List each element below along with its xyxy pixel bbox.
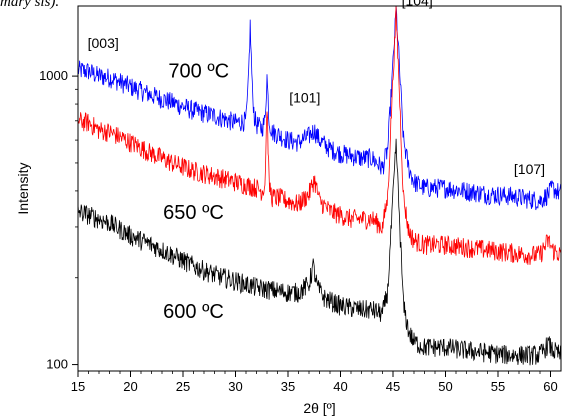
x-tick-label: 20 — [123, 379, 137, 394]
peak-annotation: [003] — [88, 35, 119, 51]
x-axis-label: 2θ [º] — [303, 400, 335, 416]
y-tick-label: 1000 — [39, 68, 68, 83]
x-tick-label: 15 — [71, 379, 85, 394]
series-label: 650 ºC — [163, 202, 224, 224]
y-axis-label: Intensity — [15, 162, 31, 214]
x-axis: 15 20 25 30 35 40 45 50 55 60 — [71, 371, 558, 394]
y-axis: 100 1000 — [39, 68, 78, 372]
annotation-layer: [003] [101] [104] [107] 700 ºC 650 ºC 600 ºC — [88, 0, 545, 323]
peak-annotation: [107] — [514, 161, 545, 177]
series-label: 600 ºC — [163, 301, 224, 323]
x-tick-label: 50 — [438, 379, 452, 394]
x-tick-label: 60 — [543, 379, 557, 394]
series-line-700c — [77, 5, 562, 211]
series-line-650c — [77, 6, 562, 265]
series-line-600c — [77, 138, 562, 366]
peak-annotation: [104] — [402, 0, 433, 8]
x-tick-label: 45 — [386, 379, 400, 394]
y-tick-label: 100 — [46, 357, 68, 372]
x-tick-label: 55 — [491, 379, 505, 394]
series-layer — [77, 5, 562, 366]
x-tick-label: 30 — [228, 379, 242, 394]
plot-frame — [77, 5, 562, 372]
series-label: 700 ºC — [168, 60, 229, 82]
x-tick-label: 40 — [333, 379, 347, 394]
peak-annotation: [101] — [289, 90, 320, 106]
x-tick-label: 25 — [176, 379, 190, 394]
caption-fragment: mary sis). — [0, 0, 60, 10]
x-tick-label: 35 — [281, 379, 295, 394]
